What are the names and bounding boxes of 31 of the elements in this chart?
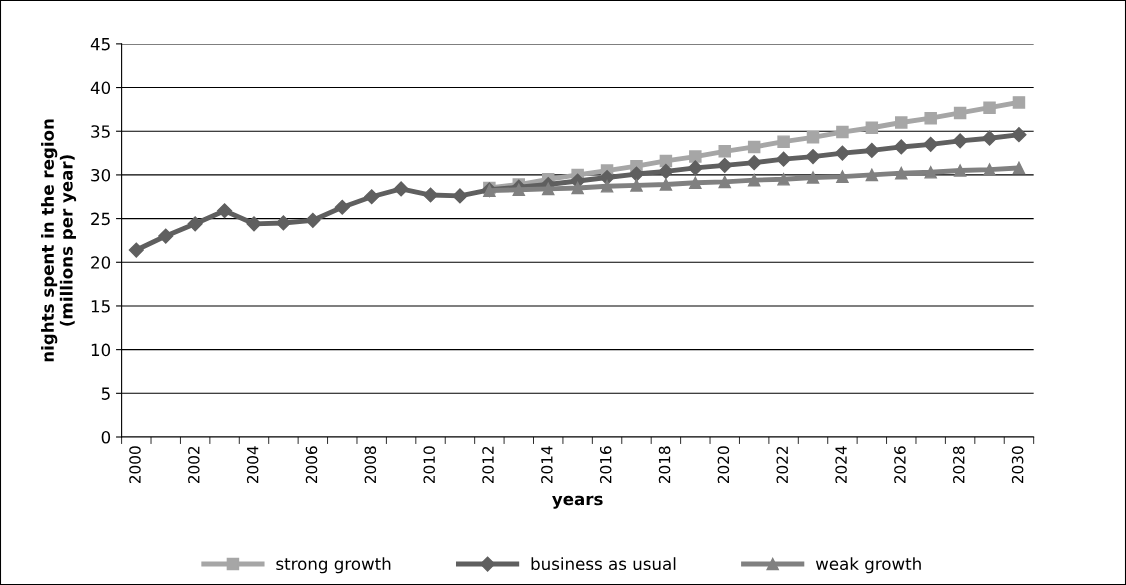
x-tick-label: 2010 <box>423 446 435 484</box>
x-tick-label: 2018 <box>658 446 671 484</box>
y-tick-label: 45 <box>90 38 110 51</box>
x-tick-label: 2016 <box>599 446 612 484</box>
y-tick-label: 0 <box>101 430 111 444</box>
x-tick-label: 2004 <box>246 446 259 484</box>
legend-label: strong growth <box>276 557 391 574</box>
x-tick-label: 2008 <box>364 446 377 484</box>
x-tick-label: 2014 <box>541 446 553 484</box>
y-tick-label: 15 <box>91 300 110 313</box>
x-tick-label: 2022 <box>776 446 789 484</box>
y-tick-label: 35 <box>91 125 110 138</box>
y-tick-label: 25 <box>91 212 110 226</box>
legend-label: weak growth <box>815 557 921 574</box>
x-tick-label: 2024 <box>835 446 847 484</box>
y-axis-title: nights spent in the region (millions per year) <box>41 119 77 362</box>
x-tick-label: 2000 <box>129 446 141 484</box>
y-tick-label: 30 <box>91 168 111 182</box>
x-tick-label: 2002 <box>188 446 200 484</box>
legend-label: business as usual <box>531 557 676 571</box>
y-tick-label: 5 <box>101 387 110 400</box>
x-tick-label: 2030 <box>1011 446 1024 484</box>
y-tick-label: 20 <box>91 256 111 269</box>
y-tick-label: 40 <box>90 81 111 95</box>
x-tick-label: 2020 <box>717 446 730 484</box>
x-tick-label: 2012 <box>482 446 494 484</box>
x-axis-title: years <box>552 495 603 509</box>
x-tick-label: 2026 <box>894 446 906 484</box>
y-tick-label: 10 <box>91 343 111 357</box>
x-tick-label: 2028 <box>952 446 965 484</box>
x-tick-label: 2006 <box>305 446 318 484</box>
